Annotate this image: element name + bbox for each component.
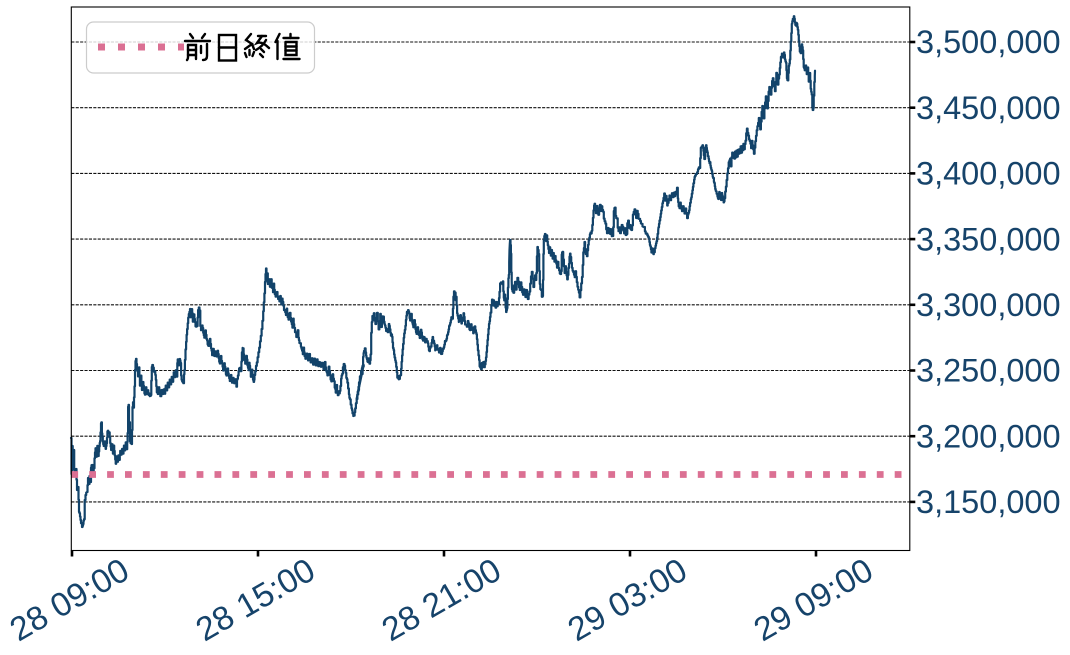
svg-text:3,500,000: 3,500,000 [916,24,1061,60]
svg-text:3,150,000: 3,150,000 [916,484,1061,520]
svg-text:3,250,000: 3,250,000 [916,353,1061,389]
svg-text:3,400,000: 3,400,000 [916,156,1061,192]
svg-text:3,450,000: 3,450,000 [916,90,1061,126]
svg-text:3,300,000: 3,300,000 [916,287,1061,323]
svg-text:3,200,000: 3,200,000 [916,418,1061,454]
svg-text:3,350,000: 3,350,000 [916,221,1061,257]
